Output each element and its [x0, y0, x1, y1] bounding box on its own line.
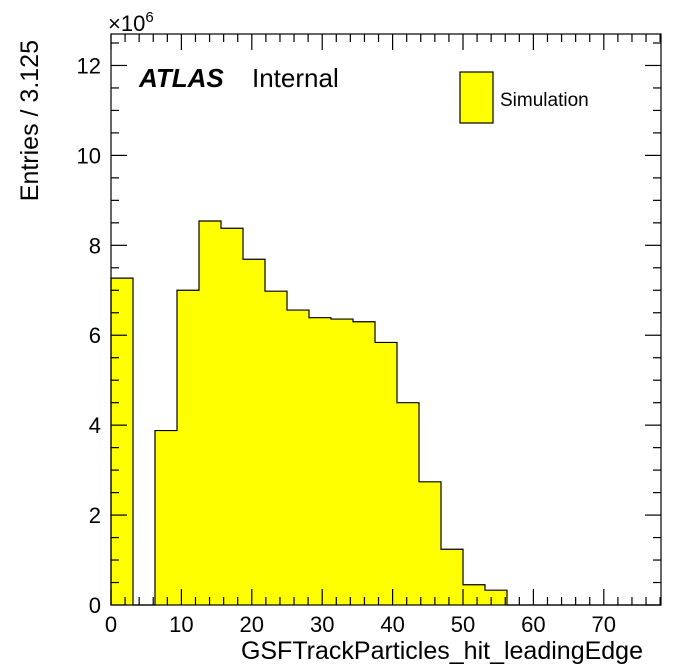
histogram-bar — [397, 402, 419, 605]
x-tick-label: 30 — [310, 612, 334, 637]
histogram-bar — [199, 221, 221, 605]
histogram-bar — [463, 584, 485, 605]
x-tick-label: 50 — [451, 612, 475, 637]
internal-label: Internal — [252, 63, 339, 93]
histogram-bar — [177, 290, 199, 605]
histogram-outline — [110, 220, 661, 606]
x-tick-label: 70 — [592, 612, 616, 637]
x-tick-label: 0 — [105, 612, 117, 637]
y-multiplier-base: ×10 — [108, 11, 145, 36]
legend-entry-simulation: Simulation — [500, 90, 589, 111]
histogram-bar — [441, 549, 463, 605]
y-multiplier-exponent: 6 — [145, 9, 153, 26]
x-tick-label: 10 — [169, 612, 193, 637]
x-tick-label: 20 — [240, 612, 264, 637]
histogram-bar — [375, 342, 397, 605]
y-tick-label: 6 — [89, 323, 101, 348]
x-tick-label: 40 — [380, 612, 404, 637]
y-tick-label: 12 — [77, 53, 101, 78]
legend-swatch-simulation — [459, 71, 494, 124]
y-multiplier-label: ×106 — [108, 9, 154, 36]
y-axis-label: Entries / 3.125 — [16, 40, 44, 201]
histogram-bar — [309, 317, 331, 605]
y-tick-label: 10 — [77, 143, 101, 168]
histogram-bar — [331, 319, 353, 605]
legend: Simulation — [459, 71, 589, 124]
histogram-bar — [243, 259, 265, 605]
histogram-bars — [111, 221, 507, 605]
y-tick-label: 8 — [89, 233, 101, 258]
y-tick-label: 0 — [89, 593, 101, 618]
tick-labels: 0 10 20 30 40 50 60 70 0 2 4 6 8 10 12 — [77, 53, 617, 637]
x-tick-label: 60 — [521, 612, 545, 637]
histogram-bar — [353, 321, 375, 605]
histogram-bar — [287, 310, 309, 605]
histogram-bar — [111, 278, 133, 605]
histogram-bar — [485, 590, 507, 605]
x-axis-label: GSFTrackParticles_hit_leadingEdge — [241, 637, 643, 665]
atlas-label: ATLAS — [138, 63, 224, 93]
y-tick-label: 2 — [89, 503, 101, 528]
histogram-bar — [155, 430, 177, 605]
plot-frame — [110, 33, 662, 606]
histogram-bar — [221, 228, 243, 605]
y-tick-label: 4 — [89, 413, 101, 438]
histogram-bar — [265, 291, 287, 605]
histogram-bar — [419, 481, 441, 605]
axis-ticks — [110, 34, 661, 606]
